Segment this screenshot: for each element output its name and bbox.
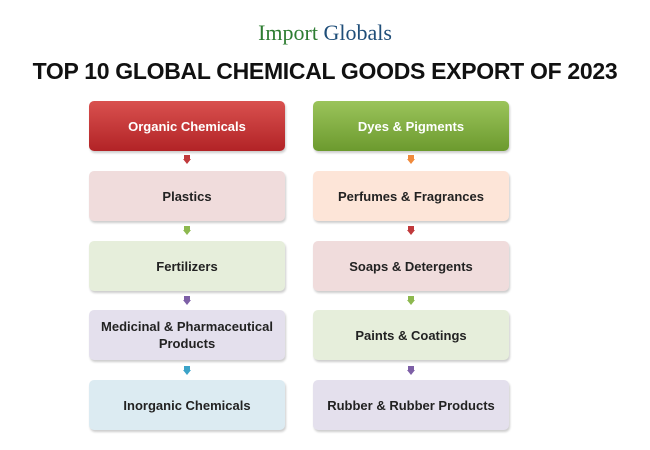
arrow-down-icon [407, 226, 415, 235]
arrow-down-icon [183, 366, 191, 375]
page-title: TOP 10 GLOBAL CHEMICAL GOODS EXPORT OF 2… [32, 58, 618, 84]
logo-text-globals: Globals [323, 20, 392, 45]
arrow-down-icon [183, 155, 191, 164]
arrow-down-icon [183, 226, 191, 235]
logo-text-import: Import [258, 20, 324, 45]
right-box-2: Perfumes & Fragrances [313, 171, 509, 221]
left-box-3: Fertilizers [89, 241, 285, 291]
right-box-5: Rubber & Rubber Products [313, 380, 509, 430]
left-box-5: Inorganic Chemicals [89, 380, 285, 430]
left-box-2: Plastics [89, 171, 285, 221]
arrow-down-icon [183, 296, 191, 305]
logo: Import Globals [0, 20, 650, 46]
arrow-down-icon [407, 155, 415, 164]
arrow-down-icon [407, 366, 415, 375]
right-box-3: Soaps & Detergents [313, 241, 509, 291]
right-box-4: Paints & Coatings [313, 310, 509, 360]
right-box-1: Dyes & Pigments [313, 101, 509, 151]
left-box-1: Organic Chemicals [89, 101, 285, 151]
left-box-4: Medicinal & Pharmaceutical Products [89, 310, 285, 360]
arrow-down-icon [407, 296, 415, 305]
